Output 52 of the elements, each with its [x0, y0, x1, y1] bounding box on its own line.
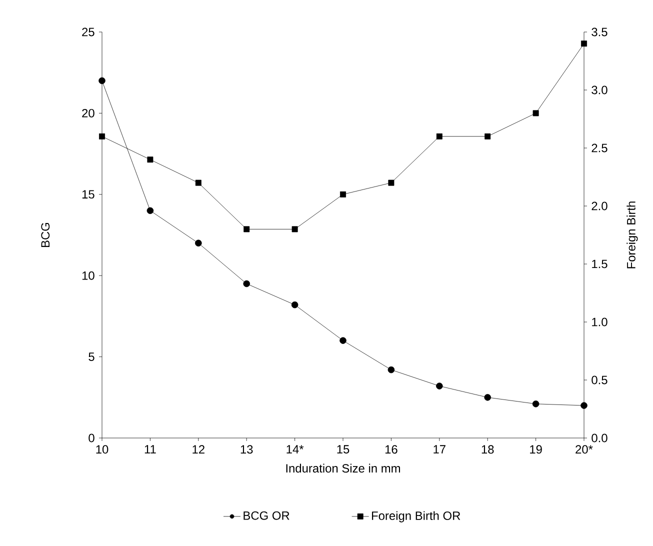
- point: [195, 240, 202, 247]
- point: [580, 402, 588, 409]
- point: [243, 280, 250, 288]
- x-tick-label: 11: [144, 445, 156, 454]
- y2-tick-label: 3.5: [592, 28, 608, 36]
- x-tick-label: 13: [240, 445, 253, 454]
- x-tick-label: 20*: [576, 445, 593, 454]
- x-tick-label: 15: [337, 445, 350, 454]
- point: [436, 133, 442, 140]
- point: [146, 207, 154, 214]
- point: [484, 394, 491, 401]
- point: [436, 382, 443, 390]
- y2-tick-label: 0.5: [592, 376, 608, 384]
- y-tick-label: 25: [82, 28, 94, 36]
- point: [532, 110, 539, 116]
- x-tick-label: 14*: [286, 445, 304, 454]
- point: [581, 40, 587, 47]
- y-tick-label: 20: [82, 108, 94, 118]
- y-tick-label: 0: [88, 434, 94, 442]
- point: [388, 180, 394, 186]
- point: [291, 301, 298, 308]
- point: [388, 366, 395, 374]
- y-tick-label: 15: [82, 190, 94, 199]
- y2-tick-label: 3.0: [592, 86, 608, 94]
- y2-tick-label: 1.5: [592, 260, 608, 268]
- y-tick-label: 5: [88, 352, 94, 361]
- point: [340, 337, 346, 344]
- point: [99, 133, 105, 140]
- x-tick-label: 19: [530, 445, 542, 454]
- y-axis-title: BCG: [41, 222, 50, 247]
- point: [532, 400, 540, 408]
- y2-tick-label: 2.5: [592, 144, 608, 152]
- point: [484, 133, 491, 140]
- point: [195, 180, 202, 186]
- x-axis-title: Induration Size in mm: [286, 464, 400, 473]
- x-tick-label: 10: [96, 445, 108, 454]
- x-tick-label: 18: [482, 445, 494, 454]
- x-tick-label: 12: [192, 445, 204, 454]
- y2-axis-title: Foreign Birth: [626, 202, 638, 268]
- y2-tick-label: 1.0: [592, 318, 608, 326]
- point: [340, 191, 346, 198]
- legend-label: Foreign Birth OR: [372, 511, 460, 522]
- y-tick-label: 10: [82, 271, 94, 280]
- legend-label: BCG OR: [244, 511, 290, 520]
- point: [147, 156, 154, 163]
- x-tick-label: 17: [434, 445, 446, 454]
- x-tick-label: 16: [385, 445, 398, 454]
- point: [292, 226, 298, 232]
- point: [98, 77, 106, 84]
- y2-tick-label: 0.0: [592, 434, 608, 442]
- point: [244, 226, 250, 232]
- y2-tick-label: 2.0: [592, 202, 608, 210]
